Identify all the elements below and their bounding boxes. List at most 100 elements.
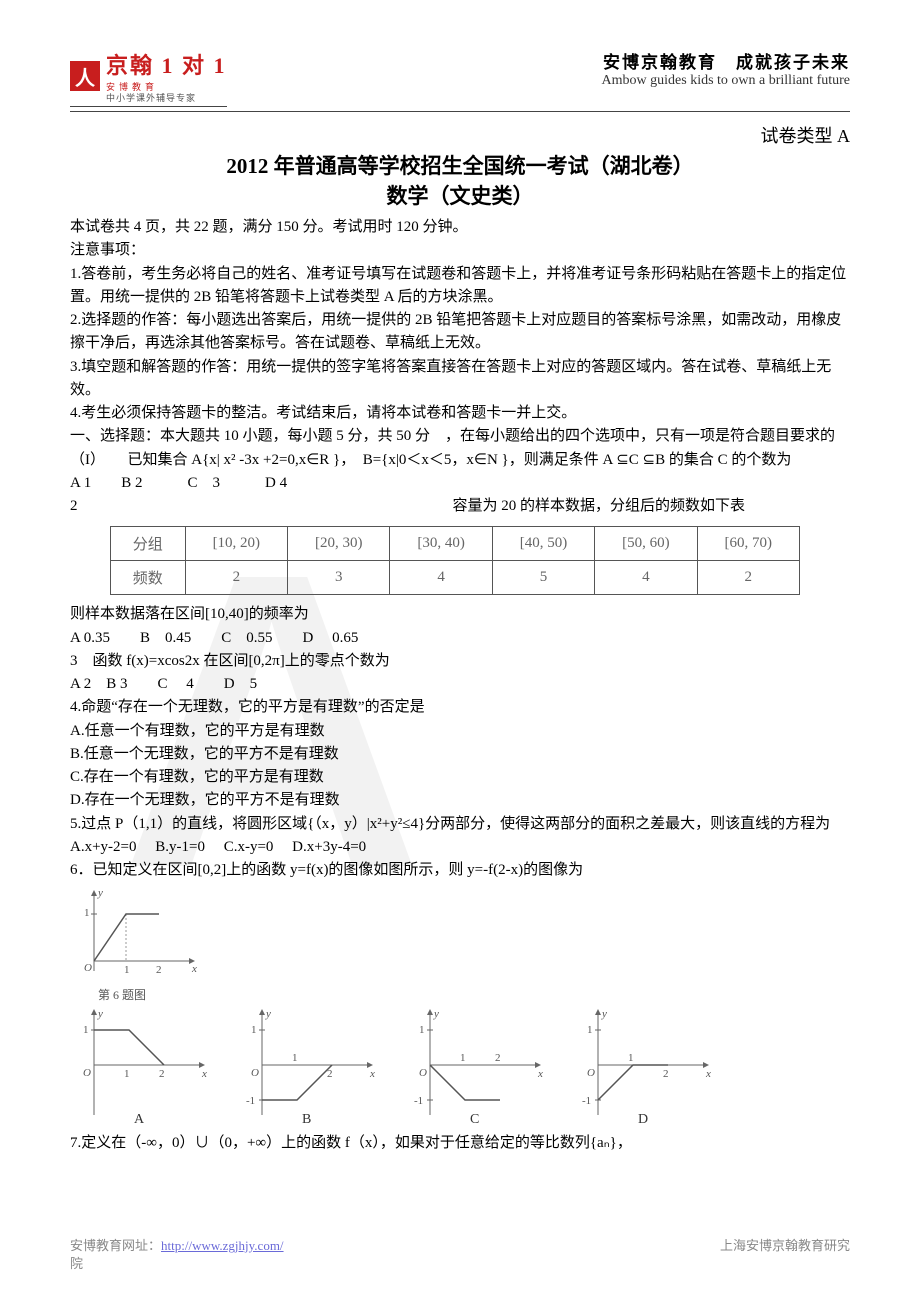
svg-text:1: 1 — [124, 1068, 130, 1080]
question-4-opt-d: D.存在一个无理数，它的平方不是有理数 — [70, 789, 850, 812]
table-cell: [30, 40) — [390, 527, 492, 561]
table-cell: 2 — [185, 561, 287, 595]
exam-subject: 数学（文史类） — [70, 180, 850, 210]
table-header-cell: 分组 — [111, 527, 186, 561]
intro-line: 一、选择题：本大题共 10 小题，每小题 5 分，共 50 分 ，在每小题给出的… — [70, 425, 850, 448]
intro-line: 2.选择题的作答：每小题选出答案后，用统一提供的 2B 铅笔把答题卡上对应题目的… — [70, 309, 850, 356]
svg-text:1: 1 — [587, 1024, 593, 1036]
page-header: 人 京翰 1 对 1 安博教育 中小学课外辅导专家 安博京翰教育 成就孩子未来 … — [70, 48, 850, 107]
axis-y-label: y — [97, 887, 103, 899]
intro-line: 本试卷共 4 页，共 22 题，满分 150 分。考试用时 120 分钟。 — [70, 216, 850, 239]
svg-text:2: 2 — [159, 1068, 165, 1080]
page-footer: 安博教育网址：http://www.zgjhjy.com/ 上海安博京翰教育研究 — [70, 1235, 850, 1254]
svg-text:-1: -1 — [246, 1095, 255, 1107]
svg-text:x: x — [537, 1068, 543, 1080]
svg-text:2: 2 — [495, 1052, 501, 1064]
header-right: 安博京翰教育 成就孩子未来 Ambow guides kids to own a… — [602, 48, 850, 89]
question-2-after: 则样本数据落在区间[10,40]的频率为 — [70, 603, 850, 626]
q6-option-graphs: y x O 1 1 2 A y x O — [74, 1005, 850, 1130]
q6-caption: 第 6 题图 — [98, 986, 850, 1003]
svg-text:y: y — [601, 1008, 607, 1020]
footer-label: 安博教育网址： — [70, 1238, 161, 1253]
question-4-opt-a: A.任意一个有理数，它的平方是有理数 — [70, 720, 850, 743]
question-3: 3 函数 f(x)=xcos2x 在区间[0,2π]上的零点个数为 — [70, 650, 850, 673]
question-4-opt-b: B.任意一个无理数，它的平方不是有理数 — [70, 743, 850, 766]
table-cell: [40, 50) — [492, 527, 594, 561]
option-a-graph: y x O 1 1 2 A — [74, 1005, 214, 1130]
question-3-options: A 2 B 3 C 4 D 5 — [70, 673, 850, 696]
brand-subtitle: 中小学课外辅导专家 — [106, 91, 227, 104]
svg-text:1: 1 — [292, 1052, 298, 1064]
frequency-table: 分组 [10, 20) [20, 30) [30, 40) [40, 50) [… — [110, 526, 800, 595]
question-2-options: A 0.35 B 0.45 C 0.55 D 0.65 — [70, 627, 850, 650]
svg-text:2: 2 — [663, 1068, 669, 1080]
table-cell: [20, 30) — [288, 527, 390, 561]
option-b-graph: y x O 1 -1 1 2 B — [242, 1005, 382, 1130]
intro-line: 4.考生必须保持答题卡的整洁。考试结束后，请将本试卷和答题卡一并上交。 — [70, 402, 850, 425]
footer-left-line2: 院 — [70, 1253, 83, 1272]
graph-svg: y x O 1 1 2 — [74, 886, 204, 981]
svg-text:x: x — [201, 1068, 207, 1080]
tick-y-1: 1 — [84, 907, 90, 919]
svg-text:-1: -1 — [582, 1095, 591, 1107]
table-cell: [50, 60) — [595, 527, 697, 561]
intro-line: 3.填空题和解答题的作答：用统一提供的签字笔将答案直接答在答题卡上对应的答题区域… — [70, 356, 850, 403]
footer-url-link[interactable]: http://www.zgjhjy.com/ — [161, 1238, 284, 1253]
question-5: 5.过点 P（1,1）的直线，将圆形区域{（x，y）|x²+y²≤4}分两部分，… — [70, 813, 850, 836]
slogan-en: Ambow guides kids to own a brilliant fut… — [602, 73, 850, 89]
svg-text:y: y — [433, 1008, 439, 1020]
svg-text:-1: -1 — [414, 1095, 423, 1107]
svg-text:x: x — [369, 1068, 375, 1080]
tick-x-1: 1 — [124, 964, 130, 976]
intro-line: 1.答卷前，考生务必将自己的姓名、准考证号填写在试题卷和答题卡上，并将准考证号条… — [70, 263, 850, 310]
intro-line: 注意事项： — [70, 239, 850, 262]
question-1: （I） 已知集合 A{x| x² -3x +2=0,x∈R }， B={x|0＜… — [70, 449, 850, 472]
option-label-b: B — [302, 1112, 311, 1125]
table-cell: [10, 20) — [185, 527, 287, 561]
brand-logo: 人 京翰 1 对 1 安博教育 中小学课外辅导专家 — [70, 48, 227, 107]
option-label-d: D — [638, 1112, 648, 1125]
table-cell: 5 — [492, 561, 594, 595]
question-6: 6．已知定义在区间[0,2]上的函数 y=f(x)的图像如图所示，则 y=-f(… — [70, 859, 850, 882]
exam-title: 2012 年普通高等学校招生全国统一考试（湖北卷） — [70, 150, 850, 180]
svg-text:1: 1 — [83, 1024, 89, 1036]
option-c-graph: y x O 1 -1 1 2 C — [410, 1005, 550, 1130]
option-label-a: A — [134, 1112, 145, 1125]
question-4: 4.命题“存在一个无理数，它的平方是有理数”的否定是 — [70, 696, 850, 719]
slogan-cn: 安博京翰教育 成就孩子未来 — [602, 48, 850, 73]
exam-type-label: 试卷类型 A — [70, 122, 850, 148]
table-header-cell: 频数 — [111, 561, 186, 595]
svg-text:1: 1 — [419, 1024, 425, 1036]
footer-left: 安博教育网址：http://www.zgjhjy.com/ — [70, 1235, 284, 1254]
svg-text:O: O — [83, 1067, 91, 1079]
origin-label: O — [84, 962, 92, 974]
brand-name: 京翰 1 对 1 — [106, 53, 227, 78]
svg-text:y: y — [265, 1008, 271, 1020]
question-1-options: A 1 B 2 C 3 D 4 — [70, 472, 850, 495]
table-cell: 4 — [390, 561, 492, 595]
axis-x-label: x — [191, 963, 197, 975]
svg-text:x: x — [705, 1068, 711, 1080]
table-cell: [60, 70) — [697, 527, 799, 561]
tick-x-2: 2 — [156, 964, 162, 976]
svg-text:1: 1 — [460, 1052, 466, 1064]
svg-text:O: O — [587, 1067, 595, 1079]
svg-text:1: 1 — [251, 1024, 257, 1036]
table-cell: 3 — [288, 561, 390, 595]
question-5-options: A.x+y-2=0 B.y-1=0 C.x-y=0 D.x+3y-4=0 — [70, 836, 850, 859]
table-row: 频数 2 3 4 5 4 2 — [111, 561, 800, 595]
question-2-lead: 2 容量为 20 的样本数据，分组后的频数如下表 — [70, 495, 850, 518]
q6-given-graph: y x O 1 1 2 第 6 题图 — [74, 886, 850, 1003]
document-body: 本试卷共 4 页，共 22 题，满分 150 分。考试用时 120 分钟。 注意… — [70, 216, 850, 1156]
header-divider — [70, 111, 850, 112]
svg-text:1: 1 — [628, 1052, 634, 1064]
table-cell: 4 — [595, 561, 697, 595]
table-cell: 2 — [697, 561, 799, 595]
page-container: 人 京翰 1 对 1 安博教育 中小学课外辅导专家 安博京翰教育 成就孩子未来 … — [0, 0, 920, 1176]
option-d-graph: y x O 1 -1 1 2 D — [578, 1005, 718, 1130]
svg-text:O: O — [251, 1067, 259, 1079]
table-row: 分组 [10, 20) [20, 30) [30, 40) [40, 50) [… — [111, 527, 800, 561]
logo-icon: 人 — [70, 61, 100, 91]
question-4-opt-c: C.存在一个有理数，它的平方是有理数 — [70, 766, 850, 789]
option-label-c: C — [470, 1112, 479, 1125]
